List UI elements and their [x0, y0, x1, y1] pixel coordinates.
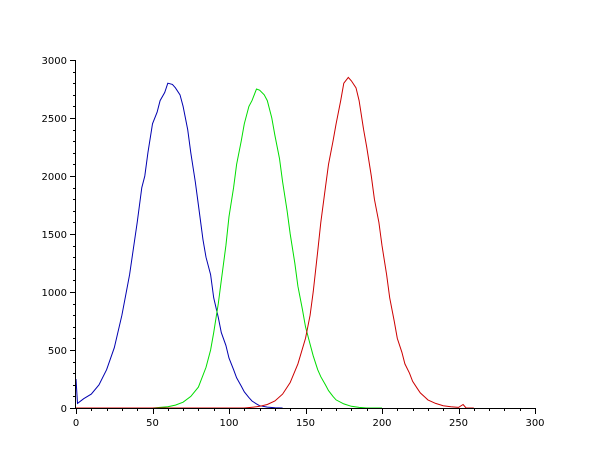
- series-line-1: [75, 82, 283, 409]
- ticks-layer: [70, 60, 536, 414]
- y-tick-label: 2000: [42, 172, 67, 183]
- x-tick-label: 250: [449, 418, 468, 429]
- series-layer: [75, 76, 474, 409]
- x-tick-label: 150: [296, 418, 315, 429]
- axes: [75, 60, 535, 409]
- y-tick-label: 500: [48, 346, 67, 357]
- y-tick-label: 3000: [42, 56, 67, 67]
- x-tick-label: 0: [73, 418, 79, 429]
- x-tick-label: 200: [372, 418, 391, 429]
- x-tick-label: 50: [146, 418, 159, 429]
- series-line-3: [76, 76, 474, 409]
- y-tick-label: 1000: [42, 288, 67, 299]
- y-tick-label: 0: [61, 404, 67, 415]
- x-tick-label: 300: [525, 418, 544, 429]
- tick-labels-layer: 0 50 100 150 200 250 3000500100015002000250030…: [42, 56, 545, 429]
- series-line-2: [76, 88, 382, 409]
- y-tick-label: 1500: [42, 230, 67, 241]
- x-tick-label: 100: [219, 418, 238, 429]
- y-tick-label: 2500: [42, 114, 67, 125]
